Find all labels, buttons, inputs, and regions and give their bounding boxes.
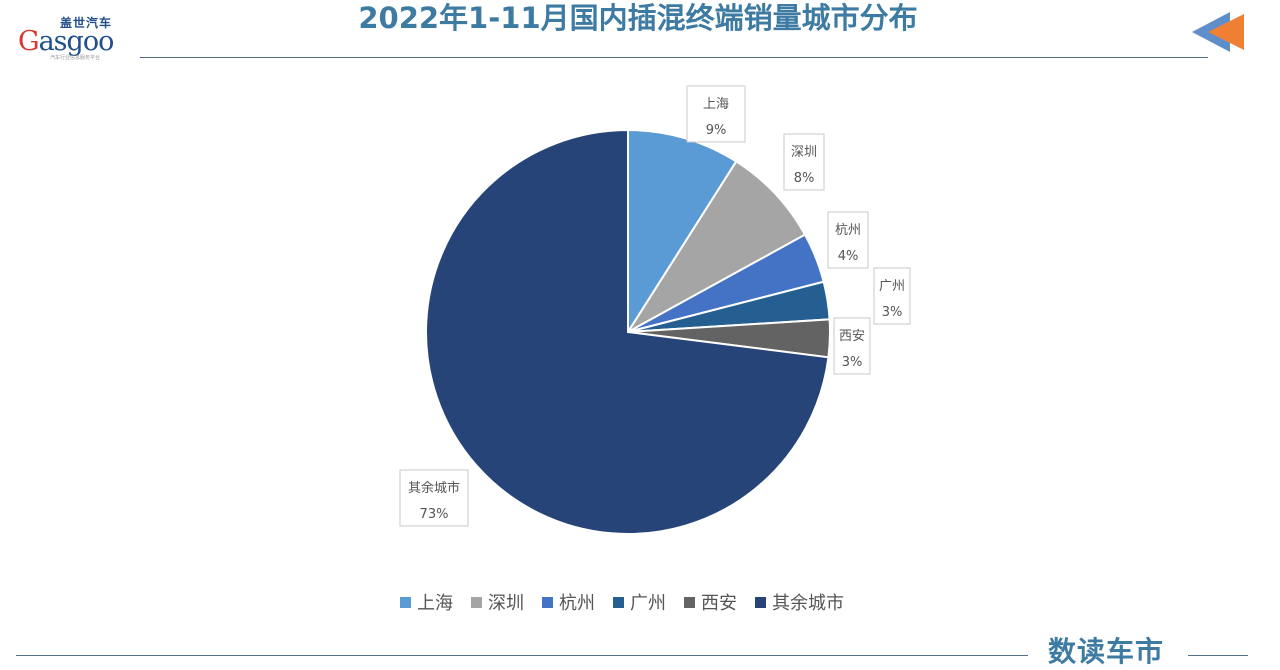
brand-footer: 数读车市 [1048, 635, 1165, 668]
legend-swatch [613, 596, 624, 608]
logo-cn: 盖世汽车 [60, 16, 113, 30]
footer-divider-right [1188, 655, 1248, 656]
gasgoo-logo: 盖世汽车 Gasgoo 汽车行业信息服务平台 [18, 14, 138, 64]
legend-label: 杭州 [559, 593, 595, 614]
data-label-box [686, 85, 746, 143]
page-title: 2022年1-11月国内插混终端销量城市分布 [358, 1, 918, 35]
legend-swatch [400, 596, 411, 608]
legend-item: 广州 [613, 589, 666, 615]
logo-sub: 汽车行业信息服务平台 [50, 55, 101, 61]
footer-divider-left [16, 655, 1028, 656]
data-label-box [783, 133, 825, 191]
data-label-value: 8% [794, 171, 815, 186]
data-label-box [833, 317, 871, 375]
pie-chart: 上海 9% 深圳 8% 杭州 4% 广州 3% 西安 3% 其余城市 73% [399, 85, 911, 535]
data-label-value: 3% [882, 305, 903, 320]
legend-swatch [684, 596, 695, 608]
data-label-value: 9% [706, 123, 727, 138]
legend-item: 杭州 [542, 589, 595, 615]
data-label-category: 广州 [879, 279, 905, 294]
legend-label: 广州 [630, 593, 666, 614]
back-arrow-icon[interactable] [1190, 6, 1250, 56]
data-label-box [399, 469, 469, 527]
legend-label: 其余城市 [772, 593, 844, 614]
legend-item: 上海 [400, 589, 453, 615]
pie-slice-1 [627, 160, 807, 333]
data-label-value: 3% [842, 355, 863, 370]
legend-swatch [542, 596, 553, 608]
data-label-category: 杭州 [835, 223, 861, 238]
data-label-value: 73% [420, 507, 449, 522]
legend-swatch [471, 596, 482, 608]
legend-swatch [755, 596, 766, 608]
header-divider [140, 57, 1208, 58]
data-label-category: 西安 [839, 329, 865, 344]
legend-label: 上海 [417, 593, 453, 614]
legend-item: 西安 [684, 589, 737, 615]
data-label-box [827, 211, 869, 269]
data-label-value: 4% [838, 249, 859, 264]
data-label-box [873, 267, 911, 325]
legend-label: 深圳 [488, 593, 524, 614]
pie-slice-5 [425, 128, 830, 535]
pie-slice-0 [627, 128, 738, 336]
chart-legend: 上海 深圳 杭州 广州 西安 其余城市 [400, 589, 844, 615]
logo-en: Gasgoo [18, 26, 114, 57]
data-label-category: 上海 [703, 97, 729, 112]
legend-item: 其余城市 [755, 589, 844, 615]
legend-label: 西安 [701, 593, 737, 614]
data-label-category: 深圳 [791, 145, 817, 160]
legend-item: 深圳 [471, 589, 524, 615]
data-label-category: 其余城市 [408, 480, 460, 496]
